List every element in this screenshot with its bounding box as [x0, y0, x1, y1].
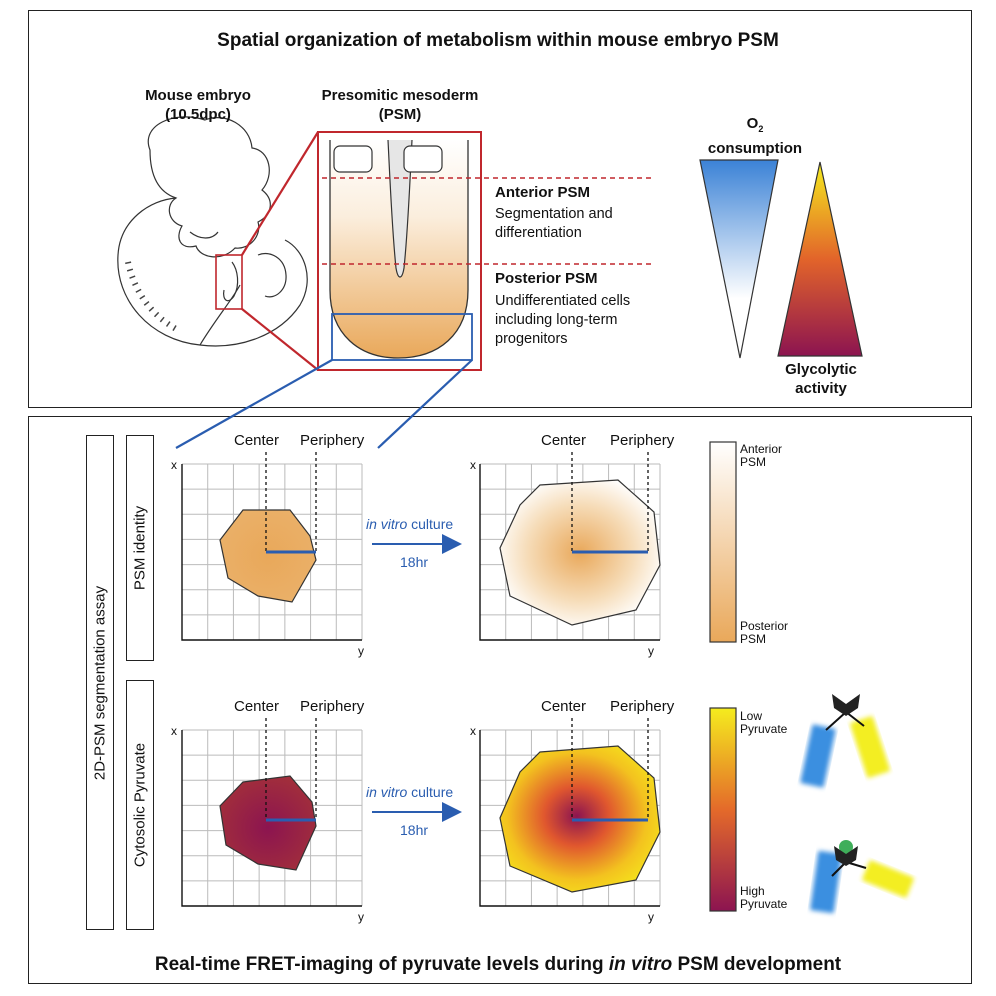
glycolytic-gradient-triangle — [777, 161, 863, 357]
assay-label-box: 2D-PSM segmentation assay — [86, 435, 114, 930]
periphery-label-r2b: Periphery — [610, 698, 675, 715]
row2-label-box: Cytosolic Pyruvate — [126, 680, 154, 930]
anterior-psm-desc: Segmentation and differentiation — [495, 205, 613, 243]
embryo-label-line2: (10.5dpc) — [165, 106, 231, 123]
anterior-psm-title: Anterior PSM — [495, 184, 591, 201]
axis-x-r2a: x — [171, 724, 177, 738]
scale1-bottom-line2: PSM — [740, 632, 767, 646]
scale2-bottom-line2: Pyruvate — [740, 897, 788, 911]
axis-x-r1a: x — [171, 458, 177, 472]
pyruvate-scale-bar — [709, 707, 737, 912]
assay-label: 2D-PSM segmentation assay — [91, 585, 109, 780]
pyruvate-explant-start — [219, 775, 317, 871]
psm-identity-explant-start — [219, 509, 317, 603]
scale1-bottom-line1: Posterior — [740, 619, 789, 633]
top-title: Spatial organization of metabolism withi… — [217, 30, 779, 51]
footer-italic: in vitro — [608, 954, 673, 975]
connector-line-right — [377, 359, 473, 449]
o2-label-line2: consumption — [707, 140, 803, 157]
glycolytic-activity-label: Glycolytic activity — [756, 360, 886, 398]
fret-sensor-open — [800, 694, 890, 788]
o2-subscript: 2 — [758, 124, 764, 134]
axis-x-r1b: x — [470, 458, 476, 472]
duration-label-row2: 18hr — [400, 822, 429, 838]
scale2-bottom-line1: High — [740, 884, 765, 898]
duration-label-row1: 18hr — [400, 554, 429, 570]
periphery-label-r1b: Periphery — [610, 432, 675, 449]
posterior-desc-line3: progenitors — [495, 331, 568, 347]
axis-y-r2a: y — [358, 910, 364, 924]
culture-label-row2: in vitro culture — [366, 784, 453, 800]
periphery-label-r1a: Periphery — [300, 432, 365, 449]
embryo-highlight-box — [215, 254, 243, 310]
psm-label-line2: (PSM) — [378, 106, 422, 123]
posterior-desc-line1: Undifferentiated cells — [495, 293, 631, 309]
posterior-region-box — [331, 313, 473, 361]
embryo-label: Mouse embryo (10.5dpc) — [118, 86, 278, 124]
psm-identity-scale-bar — [709, 441, 737, 643]
scale1-top-line1: Anterior — [740, 442, 783, 456]
footer-post: PSM development — [672, 954, 842, 975]
posterior-psm-desc: Undifferentiated cells including long-te… — [495, 292, 630, 349]
bottom-panel — [28, 416, 972, 984]
fret-sensor-closed — [810, 840, 914, 914]
bottom-title: Real-time FRET-imaging of pyruvate level… — [0, 954, 996, 976]
culture-label-row1: in vitro culture — [366, 516, 453, 532]
periphery-label-r2a: Periphery — [300, 698, 365, 715]
o2-consumption-label: O2 consumption — [690, 114, 820, 158]
scale1-top-line2: PSM — [740, 455, 767, 469]
projection-line-top — [241, 131, 319, 256]
culture-italic-row1: in vitro — [366, 516, 408, 532]
center-label-r2b: Center — [541, 698, 587, 715]
psm-label: Presomitic mesoderm (PSM) — [300, 86, 500, 124]
projection-line-bottom — [241, 308, 319, 371]
center-label-r1b: Center — [541, 432, 587, 449]
scale2-bottom-label: High Pyruvate — [740, 885, 787, 911]
footer-pre: Real-time FRET-imaging of pyruvate level… — [154, 954, 609, 975]
top-panel — [28, 10, 972, 408]
posterior-desc-line2: including long-term — [495, 312, 618, 328]
scale1-bottom-label: Posterior PSM — [740, 620, 788, 646]
psm-label-line1: Presomitic mesoderm — [321, 87, 479, 104]
scale2-top-line1: Low — [740, 709, 763, 723]
o2-symbol: O — [746, 115, 759, 132]
axis-x-r2b: x — [470, 724, 476, 738]
glyco-label-line1: Glycolytic — [785, 361, 857, 378]
culture-rest-row2: culture — [407, 784, 454, 800]
anterior-desc-line2: differentiation — [495, 225, 582, 241]
culture-italic-row2: in vitro — [366, 784, 408, 800]
center-label-r1a: Center — [234, 432, 280, 449]
scale2-top-line2: Pyruvate — [740, 722, 788, 736]
embryo-label-line1: Mouse embryo — [145, 87, 251, 104]
scale2-top-label: Low Pyruvate — [740, 710, 787, 736]
axis-y-r1b: y — [648, 644, 654, 658]
row2-label: Cytosolic Pyruvate — [131, 742, 149, 868]
scale1-top-label: Anterior PSM — [740, 443, 782, 469]
center-label-r2a: Center — [234, 698, 280, 715]
o2-gradient-triangle — [699, 159, 779, 359]
axis-y-r1a: y — [358, 644, 364, 658]
posterior-psm-title: Posterior PSM — [495, 270, 598, 287]
axis-y-r2b: y — [648, 910, 654, 924]
anterior-desc-line1: Segmentation and — [495, 206, 613, 222]
somite-left — [333, 145, 373, 173]
culture-rest-row1: culture — [407, 516, 454, 532]
glyco-label-line2: activity — [795, 380, 847, 397]
mouse-embryo-sketch — [117, 116, 308, 347]
neural-tube — [387, 139, 413, 278]
connector-line-left — [175, 359, 333, 449]
row1-label: PSM identity — [131, 505, 149, 591]
somite-right — [403, 145, 443, 173]
row1-label-box: PSM identity — [126, 435, 154, 661]
